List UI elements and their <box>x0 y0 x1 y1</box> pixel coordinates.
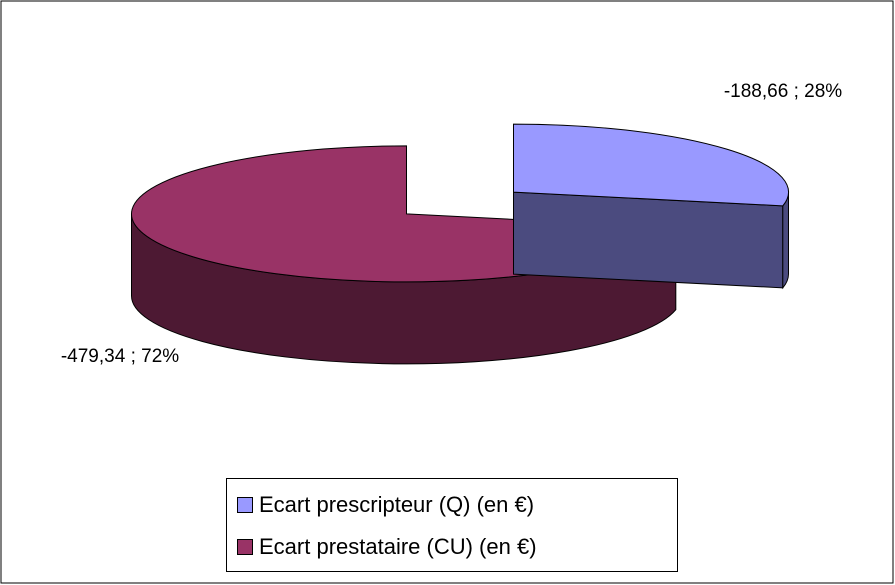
slice-wall <box>782 192 789 290</box>
legend-swatch <box>237 497 253 513</box>
data-label: -188,66 ; 28% <box>723 81 843 102</box>
legend-label: Ecart prestataire (CU) (en €) <box>259 534 537 559</box>
data-label: -479,34 ; 72% <box>60 346 180 367</box>
legend-item: Ecart prescripteur (Q) (en €) <box>237 484 677 526</box>
legend-swatch <box>237 539 253 555</box>
slice-side <box>512 191 784 289</box>
legend: Ecart prescripteur (Q) (en €) Ecart prest… <box>226 478 678 572</box>
legend-label: Ecart prescripteur (Q) (en €) <box>259 492 535 517</box>
slice <box>512 123 789 207</box>
legend-item: Ecart prestataire (CU) (en €) <box>237 526 677 568</box>
